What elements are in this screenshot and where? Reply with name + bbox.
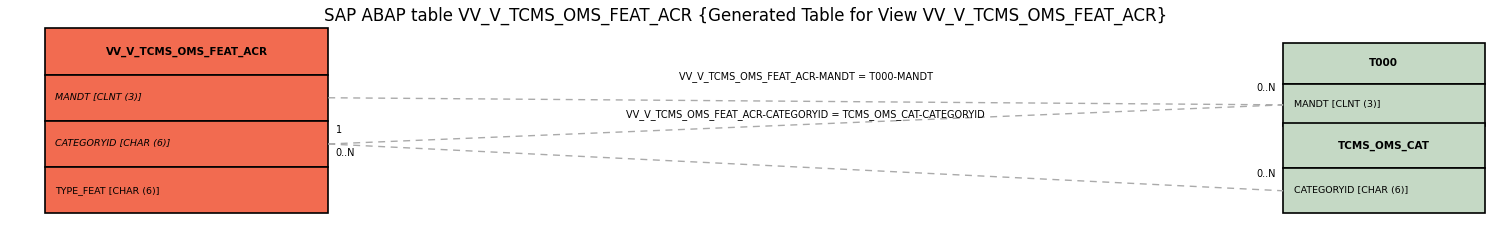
FancyBboxPatch shape — [45, 167, 328, 213]
Text: CATEGORYID [CHAR (6)]: CATEGORYID [CHAR (6)] — [55, 140, 170, 148]
Text: 1: 1 — [336, 125, 342, 135]
Text: 0..N: 0..N — [1256, 169, 1276, 179]
FancyBboxPatch shape — [1283, 168, 1485, 213]
Text: VV_V_TCMS_OMS_FEAT_ACR-MANDT = T000-MANDT: VV_V_TCMS_OMS_FEAT_ACR-MANDT = T000-MAND… — [679, 71, 932, 82]
Text: CATEGORYID [CHAR (6)]: CATEGORYID [CHAR (6)] — [1294, 186, 1408, 195]
FancyBboxPatch shape — [45, 121, 328, 167]
Text: 0..N: 0..N — [336, 148, 355, 159]
FancyBboxPatch shape — [1283, 123, 1485, 168]
Text: MANDT [CLNT (3)]: MANDT [CLNT (3)] — [1294, 100, 1380, 109]
Text: TCMS_OMS_CAT: TCMS_OMS_CAT — [1338, 141, 1429, 151]
Text: 0..N: 0..N — [1256, 83, 1276, 93]
FancyBboxPatch shape — [45, 28, 328, 75]
FancyBboxPatch shape — [45, 75, 328, 121]
FancyBboxPatch shape — [1283, 43, 1485, 84]
Text: MANDT [CLNT (3)]: MANDT [CLNT (3)] — [55, 93, 142, 102]
Text: SAP ABAP table VV_V_TCMS_OMS_FEAT_ACR {Generated Table for View VV_V_TCMS_OMS_FE: SAP ABAP table VV_V_TCMS_OMS_FEAT_ACR {G… — [324, 7, 1168, 25]
FancyBboxPatch shape — [1283, 84, 1485, 126]
Text: T000: T000 — [1370, 58, 1398, 68]
Text: VV_V_TCMS_OMS_FEAT_ACR: VV_V_TCMS_OMS_FEAT_ACR — [106, 46, 267, 57]
Text: TYPE_FEAT [CHAR (6)]: TYPE_FEAT [CHAR (6)] — [55, 186, 160, 195]
Text: VV_V_TCMS_OMS_FEAT_ACR-CATEGORYID = TCMS_OMS_CAT-CATEGORYID: VV_V_TCMS_OMS_FEAT_ACR-CATEGORYID = TCMS… — [627, 109, 985, 120]
